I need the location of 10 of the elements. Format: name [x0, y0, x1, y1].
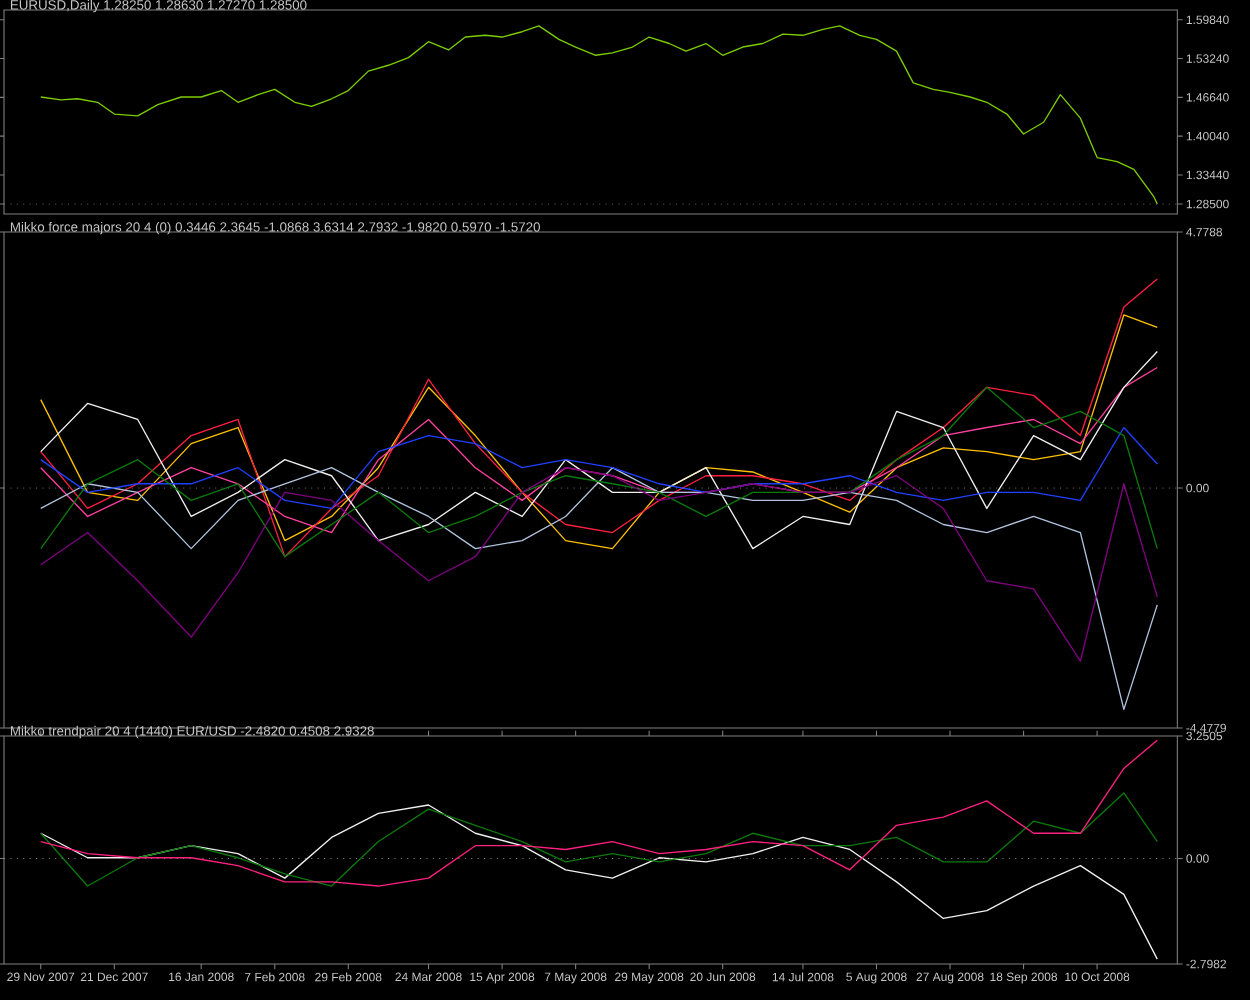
line-series [40, 278, 1158, 558]
line-series [40, 25, 1158, 205]
line-series [40, 467, 1158, 711]
line-series [40, 314, 1158, 550]
line-series [40, 426, 1158, 510]
line-series [40, 467, 1158, 662]
line-series [40, 739, 1158, 887]
line-series [40, 792, 1158, 887]
line-series [40, 804, 1158, 960]
line-series [40, 350, 1158, 550]
